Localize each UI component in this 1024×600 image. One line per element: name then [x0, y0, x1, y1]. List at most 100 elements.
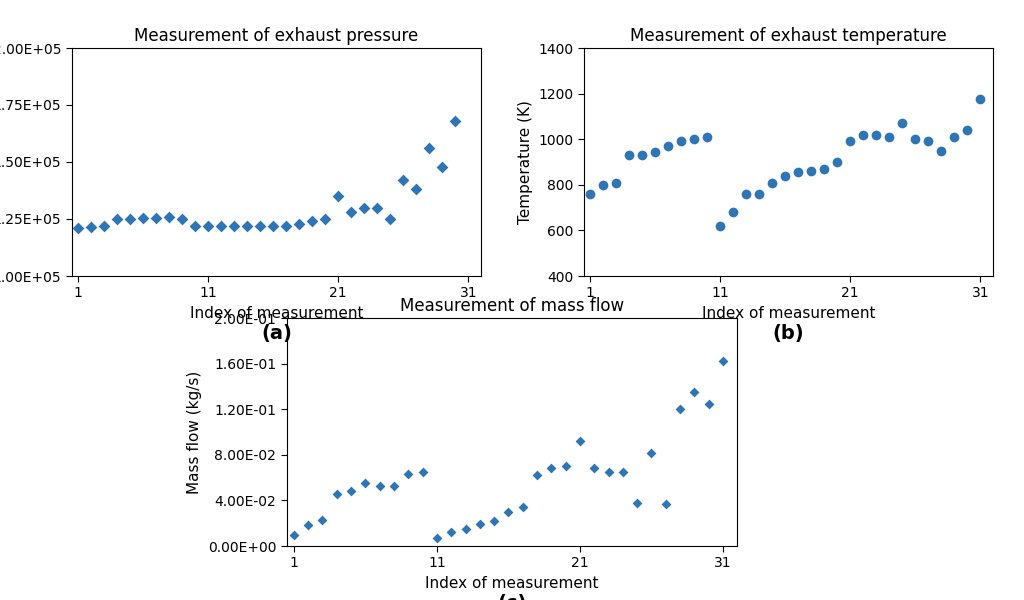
- Text: (a): (a): [261, 324, 292, 343]
- Point: [314, 515, 331, 524]
- Point: [226, 221, 243, 230]
- Point: [343, 208, 359, 217]
- Point: [174, 214, 190, 224]
- Title: Measurement of mass flow: Measurement of mass flow: [400, 297, 624, 315]
- Point: [672, 404, 688, 414]
- Point: [421, 143, 437, 153]
- Point: [317, 214, 334, 224]
- Y-axis label: Temperature (K): Temperature (K): [517, 100, 532, 224]
- Point: [881, 132, 897, 142]
- Point: [356, 203, 373, 212]
- Point: [252, 221, 268, 230]
- Point: [582, 189, 598, 199]
- Point: [921, 137, 937, 146]
- Point: [634, 151, 650, 160]
- Point: [70, 223, 86, 233]
- Point: [907, 134, 924, 144]
- Title: Measurement of exhaust temperature: Measurement of exhaust temperature: [630, 27, 947, 45]
- Point: [528, 470, 545, 480]
- Point: [972, 94, 988, 104]
- Point: [715, 356, 731, 366]
- Point: [855, 130, 871, 139]
- Point: [135, 213, 152, 223]
- Point: [213, 221, 229, 230]
- Point: [486, 516, 503, 526]
- Point: [395, 175, 412, 185]
- X-axis label: Index of measurement: Index of measurement: [425, 576, 599, 591]
- Point: [187, 221, 204, 230]
- Point: [959, 125, 976, 135]
- Point: [946, 132, 963, 142]
- Title: Measurement of exhaust pressure: Measurement of exhaust pressure: [134, 27, 419, 45]
- Point: [803, 166, 819, 176]
- Point: [816, 164, 833, 173]
- Point: [660, 141, 677, 151]
- Point: [764, 178, 780, 187]
- Point: [777, 171, 794, 181]
- Point: [83, 222, 99, 232]
- X-axis label: Index of measurement: Index of measurement: [189, 306, 364, 321]
- X-axis label: Index of measurement: Index of measurement: [701, 306, 876, 321]
- Point: [443, 527, 460, 537]
- Point: [933, 146, 949, 155]
- Point: [842, 137, 858, 146]
- Point: [700, 398, 717, 408]
- Point: [148, 213, 165, 223]
- Y-axis label: Mass flow (kg/s): Mass flow (kg/s): [187, 370, 203, 494]
- Point: [200, 221, 216, 230]
- Point: [543, 464, 559, 473]
- Point: [595, 180, 611, 190]
- Point: [400, 469, 417, 479]
- Point: [458, 524, 474, 534]
- Point: [329, 489, 345, 499]
- Text: (c): (c): [498, 594, 526, 600]
- Point: [300, 521, 316, 530]
- Point: [608, 178, 625, 187]
- Point: [586, 464, 602, 473]
- Point: [868, 130, 885, 139]
- Point: [409, 185, 425, 194]
- Point: [621, 151, 637, 160]
- Point: [304, 217, 321, 226]
- Point: [330, 191, 346, 201]
- Point: [657, 499, 674, 509]
- Point: [434, 162, 451, 172]
- Point: [286, 530, 302, 539]
- Point: [161, 212, 177, 221]
- Point: [239, 221, 255, 230]
- Point: [386, 481, 402, 490]
- Point: [343, 487, 359, 496]
- Point: [686, 388, 702, 397]
- Point: [686, 134, 702, 144]
- Point: [643, 448, 659, 457]
- Point: [647, 147, 664, 157]
- Point: [357, 479, 374, 488]
- Point: [600, 467, 616, 476]
- Point: [629, 498, 645, 508]
- Point: [725, 208, 741, 217]
- Point: [571, 436, 588, 446]
- Point: [712, 221, 728, 230]
- Point: [829, 157, 846, 167]
- Point: [614, 467, 631, 476]
- Text: (b): (b): [773, 324, 804, 343]
- Point: [894, 118, 910, 128]
- Point: [673, 137, 689, 146]
- Point: [557, 461, 573, 471]
- Point: [96, 221, 113, 230]
- Point: [109, 214, 125, 224]
- Point: [791, 167, 807, 177]
- Point: [279, 221, 295, 230]
- Point: [447, 116, 464, 126]
- Point: [265, 221, 282, 230]
- Point: [122, 214, 138, 224]
- Point: [372, 481, 388, 490]
- Point: [429, 533, 445, 543]
- Point: [291, 219, 307, 229]
- Point: [415, 467, 431, 476]
- Point: [514, 502, 530, 512]
- Point: [751, 189, 767, 199]
- Point: [472, 520, 488, 529]
- Point: [382, 214, 398, 224]
- Point: [501, 507, 517, 517]
